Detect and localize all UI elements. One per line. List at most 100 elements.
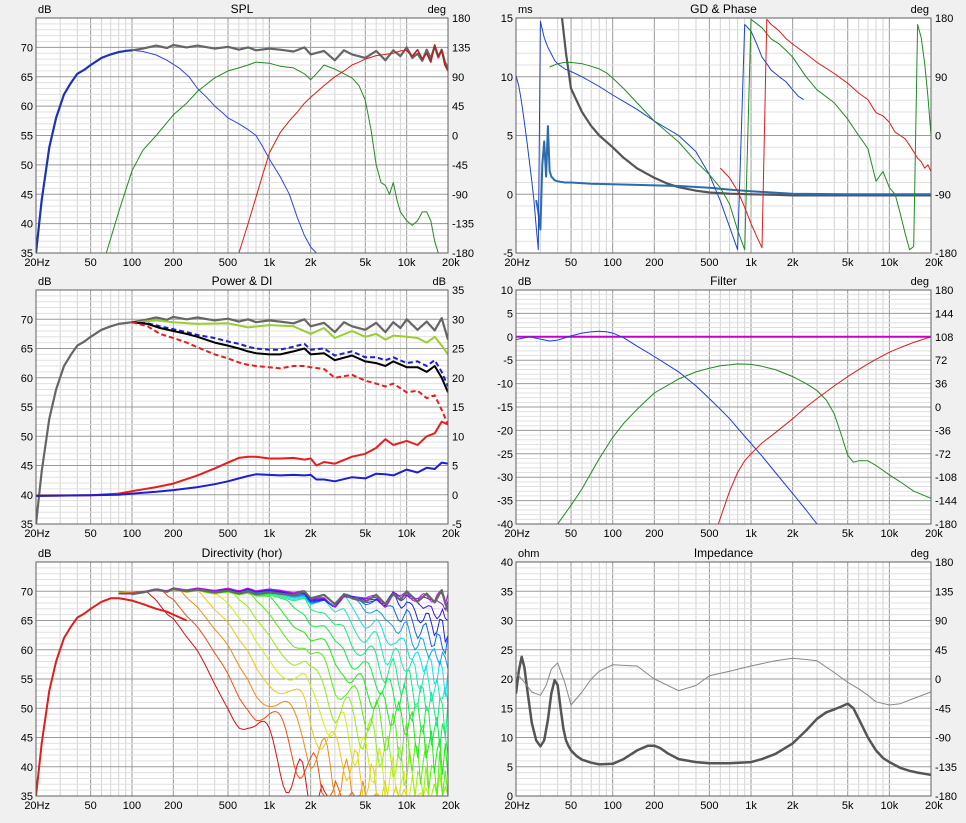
y-tick-label: 60	[21, 645, 33, 657]
y-tick-label: 50	[21, 703, 33, 715]
series-line	[131, 321, 448, 387]
y-tick-label: 5	[507, 131, 513, 143]
x-tick-label: 100	[604, 800, 622, 812]
x-tick-label: 10k	[398, 528, 416, 540]
left-unit-label: dB	[38, 548, 51, 560]
x-tick-label: 500	[219, 257, 237, 269]
y2-tick-label: -36	[935, 425, 951, 437]
y2-tick-label: -108	[935, 472, 957, 484]
y-tick-label: 10	[501, 285, 513, 297]
series-line	[105, 61, 439, 253]
x-tick-label: 100	[123, 528, 141, 540]
y-tick-label: 55	[21, 674, 33, 686]
x-tick-label: 500	[700, 528, 718, 540]
series-line	[406, 44, 448, 72]
series-group	[516, 330, 931, 524]
x-tick-label: 50	[565, 257, 577, 269]
y-tick-label: 35	[21, 519, 33, 531]
x-tick-label: 10k	[880, 800, 898, 812]
y-tick-label: 35	[21, 248, 33, 260]
panel-title: Power & DI	[212, 274, 273, 288]
x-tick-label: 200	[164, 257, 182, 269]
y2-tick-label: -90	[935, 189, 951, 201]
x-tick-label: 2k	[305, 257, 317, 269]
grid	[515, 17, 932, 254]
series-line	[516, 20, 804, 251]
y2-tick-label: -180	[935, 519, 957, 531]
y2-tick-label: 135	[452, 42, 470, 54]
y-tick-label: 30	[501, 616, 513, 628]
series-line	[516, 655, 931, 777]
x-tick-label: 2k	[787, 528, 799, 540]
x-tick-label: 50	[85, 528, 97, 540]
y2-tick-label: 36	[935, 379, 947, 391]
x-tick-label: 20Hz	[504, 528, 530, 540]
x-tick-label: 50	[565, 800, 577, 812]
y2-tick-label: 10	[452, 431, 464, 443]
x-tick-label: 20k	[442, 257, 460, 269]
x-tick-label: 10k	[398, 800, 416, 812]
x-tick-label: 100	[123, 257, 141, 269]
x-tick-label: 5k	[360, 800, 372, 812]
y-tick-label: 45	[21, 733, 33, 745]
plot-border	[35, 289, 449, 525]
series-line	[238, 49, 407, 253]
x-tick-label: 500	[219, 800, 237, 812]
y-tick-label: 40	[21, 762, 33, 774]
y2-tick-label: 108	[935, 332, 953, 344]
y2-tick-label: -90	[452, 189, 468, 201]
x-tick-label: 2k	[305, 528, 317, 540]
x-tick-label: 100	[123, 800, 141, 812]
x-tick-label: 5k	[360, 528, 372, 540]
x-tick-label: 500	[219, 528, 237, 540]
y-tick-label: 70	[21, 42, 33, 54]
x-tick-label: 2k	[787, 800, 799, 812]
x-tick-label: 20Hz	[24, 257, 50, 269]
y-tick-label: 40	[501, 557, 513, 569]
left-unit-label: dB	[38, 276, 51, 288]
x-tick-label: 5k	[842, 800, 854, 812]
series-line	[719, 18, 931, 249]
y-tick-label: 70	[21, 586, 33, 598]
y-tick-label: -25	[497, 449, 513, 461]
x-tick-label: 100	[604, 257, 622, 269]
series-line	[131, 587, 448, 613]
y-tick-label: 65	[21, 72, 33, 84]
y-tick-label: 10	[501, 72, 513, 84]
series-group	[516, 18, 931, 251]
x-tick-label: 50	[565, 528, 577, 540]
series-line	[36, 420, 448, 497]
series-line	[131, 43, 448, 69]
plot-border	[35, 17, 449, 254]
x-tick-label: 1k	[745, 800, 757, 812]
x-tick-label: 5k	[842, 257, 854, 269]
series-line	[131, 319, 448, 355]
y2-tick-label: -180	[452, 248, 474, 260]
x-tick-label: 50	[85, 257, 97, 269]
y-tick-label: -10	[497, 379, 513, 391]
y2-tick-label: 180	[935, 13, 953, 25]
y-tick-label: 35	[501, 586, 513, 598]
y2-tick-label: 144	[935, 308, 953, 320]
y2-tick-label: -180	[935, 791, 957, 803]
y-tick-label: 5	[507, 308, 513, 320]
x-tick-label: 20k	[925, 528, 943, 540]
x-tick-label: 10k	[398, 257, 416, 269]
y2-tick-label: 180	[935, 285, 953, 297]
plot-border	[515, 289, 932, 525]
y-tick-label: 15	[501, 13, 513, 25]
series-line	[36, 315, 448, 524]
y2-tick-label: -180	[935, 248, 957, 260]
y-tick-label: 50	[21, 160, 33, 172]
y-tick-label: 40	[21, 490, 33, 502]
y2-tick-label: 0	[935, 402, 941, 414]
y-tick-label: 15	[501, 703, 513, 715]
y-tick-label: 10	[501, 733, 513, 745]
series-line	[131, 321, 448, 425]
y-tick-label: 0	[507, 791, 513, 803]
y2-tick-label: -144	[935, 496, 957, 508]
y-tick-label: 5	[507, 762, 513, 774]
